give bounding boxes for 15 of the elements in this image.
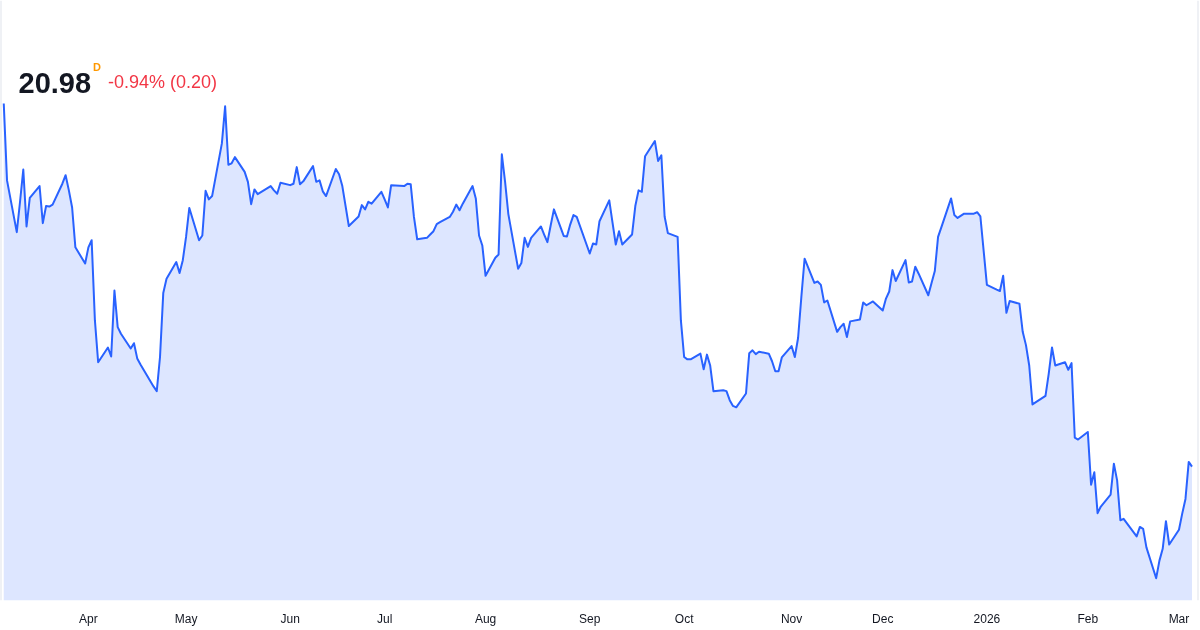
x-tick-label: Mar <box>1168 611 1190 626</box>
x-tick-label: Aug <box>474 611 497 626</box>
x-tick-label: Jun <box>280 611 300 626</box>
x-tick-label: Apr <box>79 611 98 626</box>
text: D <box>93 60 102 73</box>
x-tick-label: Nov <box>780 611 803 626</box>
text: -0.94% (0.20) <box>108 71 218 92</box>
chart-title: 20.98 <box>18 66 92 99</box>
x-tick-label: Sep <box>579 611 601 626</box>
x-tick-label: 2026 <box>973 611 1001 626</box>
x-tick-label: Oct <box>674 611 695 626</box>
x-tick-label: Jul <box>376 611 393 626</box>
x-tick-label: May <box>174 611 198 626</box>
x-tick-label: Feb <box>1077 611 1099 626</box>
x-tick-label: Dec <box>872 611 894 626</box>
